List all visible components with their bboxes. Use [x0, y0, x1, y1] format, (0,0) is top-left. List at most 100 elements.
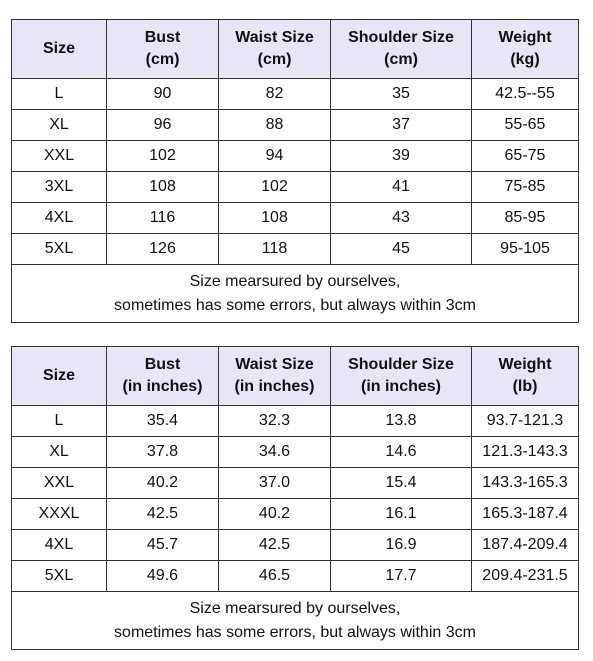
waist-cell: 108 [218, 202, 331, 234]
shoulder-cell: 39 [330, 140, 472, 172]
table-row: 5XL 126 118 45 95-105 [11, 233, 579, 265]
waist-cell: 102 [218, 171, 331, 203]
header-unit: (lb) [512, 378, 538, 395]
bust-cell: 35.4 [106, 405, 219, 437]
note-line-2: sometimes has some errors, but always wi… [114, 296, 476, 314]
waist-cell: 118 [218, 233, 331, 265]
header-bust: Bust (in inches) [106, 346, 219, 406]
shoulder-cell: 17.7 [330, 560, 472, 592]
waist-cell: 94 [218, 140, 331, 172]
header-waist: Waist Size (cm) [218, 19, 331, 79]
note-row: Size mearsured by ourselves, sometimes h… [11, 264, 579, 323]
note-row: Size mearsured by ourselves, sometimes h… [11, 591, 579, 650]
table-row: XXL 102 94 39 65-75 [11, 140, 579, 172]
size-cell: XL [11, 436, 107, 468]
size-cell: 4XL [11, 202, 107, 234]
note-line-1: Size mearsured by ourselves, [189, 272, 401, 290]
note-line-1: Size mearsured by ourselves, [189, 599, 401, 617]
weight-cell: 187.4-209.4 [471, 529, 579, 561]
table-row: 4XL 45.7 42.5 16.9 187.4-209.4 [11, 529, 579, 561]
size-chart-cm-table: Size Bust (cm) Waist Size (cm) Shoulder … [11, 19, 579, 323]
header-label: Shoulder Size [348, 356, 454, 373]
table-row: 4XL 116 108 43 85-95 [11, 202, 579, 234]
table-row: XL 96 88 37 55-65 [11, 109, 579, 141]
size-chart-inches-table: Size Bust (in inches) Waist Size (in inc… [11, 346, 579, 650]
bust-cell: 102 [106, 140, 219, 172]
weight-cell: 85-95 [471, 202, 579, 234]
header-label: Weight [498, 356, 552, 373]
shoulder-cell: 13.8 [330, 405, 472, 437]
header-label: Waist Size [235, 356, 314, 373]
weight-cell: 93.7-121.3 [471, 405, 579, 437]
header-waist: Waist Size (in inches) [218, 346, 331, 406]
bust-cell: 49.6 [106, 560, 219, 592]
size-cell: XXL [11, 140, 107, 172]
weight-cell: 165.3-187.4 [471, 498, 579, 530]
waist-cell: 46.5 [218, 560, 331, 592]
shoulder-cell: 37 [330, 109, 472, 141]
shoulder-cell: 45 [330, 233, 472, 265]
header-label: Size [42, 367, 75, 384]
header-row: Size Bust (cm) Waist Size (cm) Shoulder … [11, 19, 579, 79]
header-size: Size [11, 19, 107, 79]
waist-cell: 42.5 [218, 529, 331, 561]
measurement-note: Size mearsured by ourselves, sometimes h… [11, 264, 579, 323]
size-cell: XXL [11, 467, 107, 499]
header-shoulder: Shoulder Size (in inches) [330, 346, 472, 406]
header-unit: (cm) [384, 51, 418, 68]
bust-cell: 96 [106, 109, 219, 141]
weight-cell: 121.3-143.3 [471, 436, 579, 468]
header-shoulder: Shoulder Size (cm) [330, 19, 472, 79]
table-row: L 35.4 32.3 13.8 93.7-121.3 [11, 405, 579, 437]
shoulder-cell: 16.1 [330, 498, 472, 530]
bust-cell: 45.7 [106, 529, 219, 561]
header-weight: Weight (lb) [471, 346, 579, 406]
size-cell: XXXL [11, 498, 107, 530]
table-row: 5XL 49.6 46.5 17.7 209.4-231.5 [11, 560, 579, 592]
bust-cell: 126 [106, 233, 219, 265]
table-row: 3XL 108 102 41 75-85 [11, 171, 579, 203]
bust-cell: 42.5 [106, 498, 219, 530]
waist-cell: 34.6 [218, 436, 331, 468]
size-cell: 3XL [11, 171, 107, 203]
size-cell: 5XL [11, 233, 107, 265]
waist-cell: 88 [218, 109, 331, 141]
weight-cell: 75-85 [471, 171, 579, 203]
table-row: XL 37.8 34.6 14.6 121.3-143.3 [11, 436, 579, 468]
header-bust: Bust (cm) [106, 19, 219, 79]
header-unit: (kg) [510, 51, 540, 68]
shoulder-cell: 35 [330, 78, 472, 110]
bust-cell: 37.8 [106, 436, 219, 468]
table-row: L 90 82 35 42.5--55 [11, 78, 579, 110]
weight-cell: 209.4-231.5 [471, 560, 579, 592]
header-label: Bust [144, 29, 181, 46]
shoulder-cell: 43 [330, 202, 472, 234]
shoulder-cell: 41 [330, 171, 472, 203]
size-cell: L [11, 78, 107, 110]
weight-cell: 95-105 [471, 233, 579, 265]
header-label: Shoulder Size [348, 29, 454, 46]
bust-cell: 108 [106, 171, 219, 203]
note-line-2: sometimes has some errors, but always wi… [114, 623, 476, 641]
measurement-note: Size mearsured by ourselves, sometimes h… [11, 591, 579, 650]
bust-cell: 90 [106, 78, 219, 110]
header-weight: Weight (kg) [471, 19, 579, 79]
weight-cell: 42.5--55 [471, 78, 579, 110]
header-size: Size [11, 346, 107, 406]
shoulder-cell: 14.6 [330, 436, 472, 468]
waist-cell: 37.0 [218, 467, 331, 499]
shoulder-cell: 15.4 [330, 467, 472, 499]
header-unit: (in inches) [360, 378, 441, 395]
waist-cell: 32.3 [218, 405, 331, 437]
header-label: Size [42, 40, 75, 57]
header-label: Weight [498, 29, 552, 46]
waist-cell: 40.2 [218, 498, 331, 530]
bust-cell: 40.2 [106, 467, 219, 499]
weight-cell: 143.3-165.3 [471, 467, 579, 499]
weight-cell: 65-75 [471, 140, 579, 172]
table-row: XXXL 42.5 40.2 16.1 165.3-187.4 [11, 498, 579, 530]
size-cell: 4XL [11, 529, 107, 561]
header-row: Size Bust (in inches) Waist Size (in inc… [11, 346, 579, 406]
header-label: Waist Size [235, 29, 314, 46]
header-unit: (in inches) [234, 378, 315, 395]
